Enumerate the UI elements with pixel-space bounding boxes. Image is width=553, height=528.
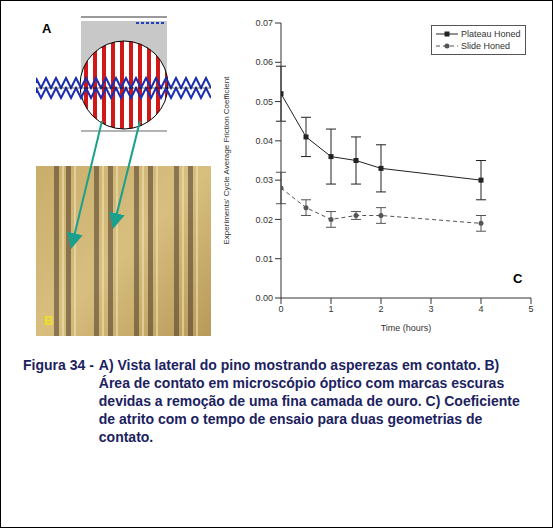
svg-text:3: 3	[428, 304, 433, 314]
svg-text:Time (hours): Time (hours)	[381, 323, 432, 333]
html-text:Slide Honed: Slide Honed	[461, 41, 510, 51]
html-text:C: C	[513, 271, 523, 286]
svg-text:0.02: 0.02	[255, 215, 273, 225]
svg-text:4: 4	[478, 304, 483, 314]
svg-text:0.06: 0.06	[255, 57, 273, 67]
svg-text:5: 5	[528, 304, 533, 314]
svg-text:0.05: 0.05	[255, 97, 273, 107]
html-text:Plateau Honed: Plateau Honed	[461, 29, 521, 39]
svg-text:0.03: 0.03	[255, 175, 273, 185]
svg-text:0.07: 0.07	[255, 18, 273, 28]
svg-text:2: 2	[378, 304, 383, 314]
svg-text:0: 0	[278, 304, 283, 314]
svg-text:B: B	[44, 313, 53, 328]
svg-text:0.00: 0.00	[255, 293, 273, 303]
svg-text:A: A	[42, 21, 52, 36]
html-text:Figura 34 - A) Vista lateral d: Figura 34 - A) Vista lateral do pino mos…	[23, 357, 520, 445]
svg-text:0.04: 0.04	[255, 136, 273, 146]
svg-text:Experiments' Cycle Average Fri: Experiments' Cycle Average Friction Coef…	[222, 76, 231, 245]
svg-text:1: 1	[328, 304, 333, 314]
svg-text:0.01: 0.01	[255, 254, 273, 264]
